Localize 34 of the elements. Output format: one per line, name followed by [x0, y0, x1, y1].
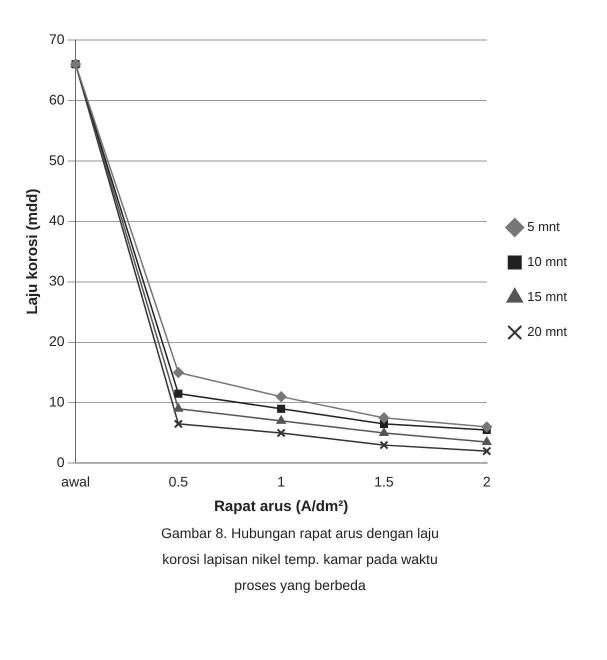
point: [482, 446, 492, 456]
y-tick-label: 40: [48, 212, 65, 228]
x-tick-label: 2: [482, 473, 491, 490]
point: [481, 421, 492, 432]
point: [379, 427, 389, 436]
legend-label: 10 mnt: [527, 254, 568, 270]
y-tick-label: 50: [48, 152, 65, 168]
point: [379, 440, 388, 450]
y-tick-label: 30: [48, 272, 65, 289]
legend-label: 15 mnt: [527, 289, 568, 304]
point: [276, 428, 286, 438]
text: Gambar 8. Hubungan rapat arus dengan laju korosi lapisan nikel temp. kamar pada waktu proses yang berbeda: [160, 524, 440, 595]
point: [174, 419, 183, 428]
point: [276, 391, 287, 402]
x-axis-title: Rapat arus (A/dm²): [214, 498, 348, 516]
point: [378, 412, 390, 424]
point: [276, 415, 286, 424]
point: [172, 367, 184, 378]
y-tick-label: 60: [48, 91, 65, 108]
point: [174, 403, 184, 412]
y-tick-label: 20: [48, 333, 65, 350]
legend-label: 20 mnt: [527, 324, 568, 340]
y-tick-label: 70: [48, 30, 65, 47]
point: [482, 436, 492, 446]
x-tick-label: 0.5: [168, 473, 188, 490]
x-tick-label: 1.5: [374, 473, 394, 490]
y-tick-label: 10: [48, 394, 65, 410]
point: [277, 404, 286, 413]
y-tick-label: 0: [56, 454, 65, 470]
x-tick-label: 1: [277, 473, 286, 490]
x-tick-label: awal: [61, 473, 90, 490]
legend-label: 5 mnt: [527, 219, 560, 234]
y-axis-title: Laju korosi (mdd): [24, 188, 42, 315]
point: [174, 390, 182, 398]
